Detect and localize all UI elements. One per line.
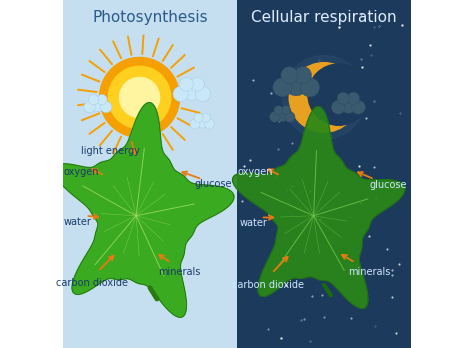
Circle shape	[339, 95, 357, 113]
Circle shape	[97, 94, 107, 105]
Circle shape	[201, 113, 210, 122]
Circle shape	[89, 94, 99, 105]
Circle shape	[289, 63, 359, 132]
Text: minerals: minerals	[158, 267, 201, 277]
Circle shape	[347, 92, 359, 104]
Circle shape	[301, 78, 319, 97]
Circle shape	[284, 112, 295, 122]
Text: glucose: glucose	[370, 180, 407, 190]
Circle shape	[282, 56, 366, 139]
Text: water: water	[240, 218, 268, 228]
Circle shape	[331, 100, 345, 114]
Polygon shape	[233, 106, 405, 308]
Circle shape	[100, 57, 180, 137]
Text: oxygen: oxygen	[64, 167, 99, 177]
Circle shape	[274, 106, 283, 115]
Circle shape	[337, 92, 349, 104]
Text: carbon dioxide: carbon dioxide	[232, 280, 304, 290]
Circle shape	[182, 81, 201, 100]
Circle shape	[100, 101, 112, 113]
Circle shape	[109, 66, 171, 129]
Circle shape	[273, 78, 292, 97]
Circle shape	[190, 119, 200, 129]
Text: light energy: light energy	[81, 147, 139, 156]
Circle shape	[270, 112, 280, 122]
Text: minerals: minerals	[348, 267, 391, 277]
Circle shape	[351, 100, 365, 114]
Circle shape	[195, 86, 210, 102]
Circle shape	[295, 67, 311, 84]
Circle shape	[308, 64, 369, 125]
Circle shape	[275, 108, 289, 121]
Circle shape	[194, 113, 203, 122]
Circle shape	[84, 101, 95, 113]
Circle shape	[179, 77, 193, 91]
Bar	[63, 0, 237, 348]
Circle shape	[191, 77, 204, 91]
Text: carbon dioxide: carbon dioxide	[55, 278, 128, 287]
Circle shape	[282, 106, 291, 115]
Circle shape	[281, 67, 298, 84]
Polygon shape	[54, 103, 234, 317]
Circle shape	[204, 119, 214, 129]
Text: water: water	[64, 217, 91, 227]
Text: Cellular respiration: Cellular respiration	[251, 10, 397, 25]
Text: oxygen: oxygen	[237, 167, 273, 177]
Circle shape	[173, 86, 188, 102]
Text: Photosynthesis: Photosynthesis	[92, 10, 208, 25]
Circle shape	[119, 78, 160, 118]
Circle shape	[284, 71, 309, 96]
Bar	[237, 0, 411, 348]
Text: glucose: glucose	[195, 180, 232, 189]
Circle shape	[196, 116, 209, 128]
Circle shape	[91, 97, 105, 112]
